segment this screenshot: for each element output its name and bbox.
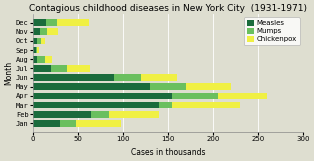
Bar (41, 38, 46, 44)
Bar (150, 83, 186, 90)
Y-axis label: Month: Month (4, 61, 13, 85)
Title: Contagious childhood diseases in New York City  (1931-1971): Contagious childhood diseases in New Yor… (29, 4, 307, 13)
Bar (51, 65, 67, 72)
Bar (57, 19, 89, 26)
Bar (33, 120, 60, 127)
Bar (67, 65, 89, 72)
Bar (37, 38, 41, 44)
Bar (37, 56, 45, 63)
Bar (33, 65, 51, 72)
Bar (109, 111, 159, 118)
Bar (35, 47, 37, 53)
Bar (60, 120, 76, 127)
Bar (33, 111, 91, 118)
Bar (91, 111, 109, 118)
Bar (141, 74, 177, 81)
Bar (33, 93, 172, 99)
Bar (186, 83, 231, 90)
Bar (33, 38, 37, 44)
Bar (33, 28, 40, 35)
Bar (33, 56, 37, 63)
Bar (33, 47, 35, 53)
Bar (46, 19, 57, 26)
Bar (33, 83, 150, 90)
Bar (45, 56, 52, 63)
Bar (33, 102, 159, 108)
Bar (33, 74, 114, 81)
Bar (47, 28, 58, 35)
Bar (76, 120, 121, 127)
Bar (159, 102, 172, 108)
Bar (37, 47, 39, 53)
X-axis label: Cases in thousands: Cases in thousands (131, 148, 205, 157)
Bar (40, 28, 47, 35)
Bar (218, 93, 267, 99)
Bar (172, 93, 218, 99)
Bar (114, 74, 141, 81)
Bar (172, 102, 240, 108)
Bar (33, 19, 46, 26)
Legend: Measles, Mumps, Chickenpox: Measles, Mumps, Chickenpox (244, 17, 300, 45)
